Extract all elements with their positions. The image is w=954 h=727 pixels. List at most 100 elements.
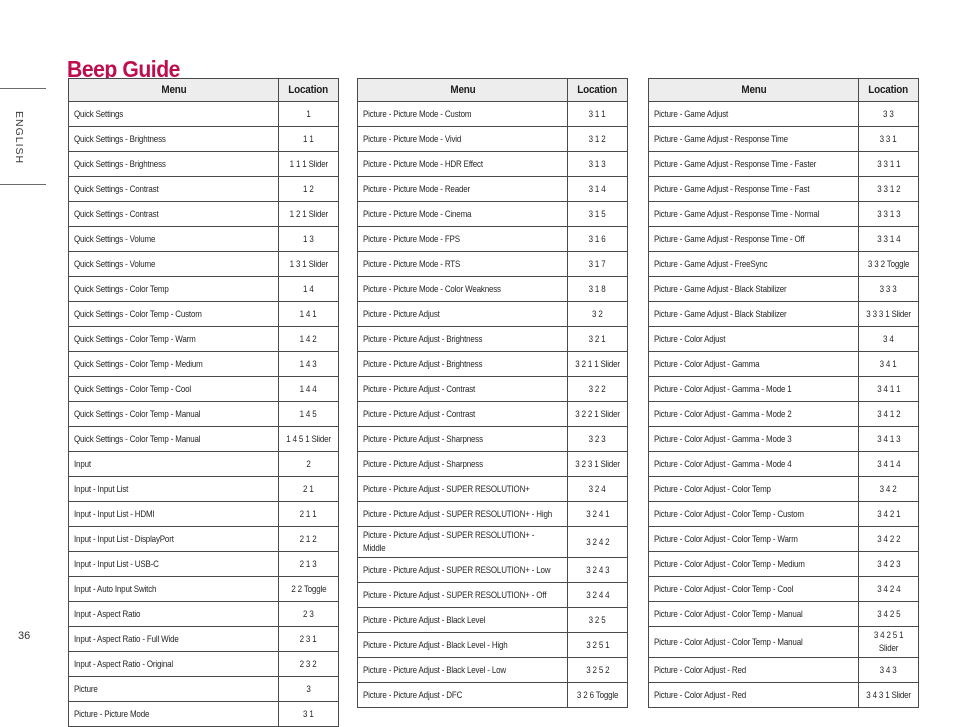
location-cell: 3 3 1 4 [858,226,919,252]
cell-text: Picture - Picture Adjust - Sharpness [363,433,483,445]
cell-text: 3 2 1 1 Slider [575,358,620,370]
location-cell: 3 4 [858,326,919,352]
cell-text: 3 4 1 1 [876,383,901,395]
cell-text: Picture - Color Adjust - Color Temp - Wa… [654,533,798,545]
location-cell: 1 4 5 [278,401,339,427]
cell-text: Picture - Color Adjust - Gamma [654,358,760,370]
table-row: Picture - Game Adjust - Response Time - … [648,226,919,252]
menu-item-cell: Quick Settings - Color Temp - Manual [68,401,279,427]
cell-text: Picture - Picture Adjust - SUPER RESOLUT… [363,483,530,495]
location-cell: 3 2 1 1 Slider [567,351,628,377]
cell-text: 1 4 1 [300,308,317,320]
cell-text: Picture - Picture Adjust - Contrast [363,408,476,420]
menu-item-cell: Picture - Picture Mode - Color Weakness [357,276,568,302]
menu-item-cell: Quick Settings - Color Temp - Warm [68,326,279,352]
header-text: Location [577,84,618,96]
cell-text: Picture - Color Adjust - Gamma - Mode 4 [654,458,792,470]
table-row: Quick Settings - Color Temp - Cool 1 4 4 [68,376,339,402]
table-row: Quick Settings - Color Temp - Manual 1 4 … [68,426,339,452]
cell-text: 3 2 4 [589,483,606,495]
menu-item-cell: Quick Settings - Color Temp - Cool [68,376,279,402]
table-row: Quick Settings - Volume 1 3 [68,226,339,252]
table-row: Picture - Picture Mode - RTS 3 1 7 [357,251,628,277]
menu-item-cell: Input - Input List [68,476,279,502]
cell-text: Picture - Color Adjust - Red [654,664,746,676]
margin-rule-bottom [0,184,46,185]
cell-text: 3 2 2 1 Slider [575,408,620,420]
cell-text: 3 2 1 [589,333,606,345]
menu-item-cell: Picture - Picture Mode - Reader [357,176,568,202]
location-cell: 3 4 2 3 [858,551,919,577]
cell-text: 3 3 1 2 [876,183,901,195]
table-row: Quick Settings - Color Temp - Warm 1 4 2 [68,326,339,352]
menu-item-cell: Input [68,451,279,477]
cell-text: Picture - Picture Adjust - SUPER RESOLUT… [363,508,552,520]
cell-text: 3 1 [303,708,314,720]
cell-text: 1 3 [303,233,314,245]
menu-item-cell: Input - Input List - USB-C [68,551,279,577]
table-row: Picture - Picture Mode - FPS 3 1 6 [357,226,628,252]
table-row: Picture - Game Adjust - FreeSync 3 3 2 To… [648,251,919,277]
cell-text: 3 4 3 1 Slider [866,689,911,701]
location-cell: 3 2 2 [567,376,628,402]
cell-text: Quick Settings - Color Temp [74,283,169,295]
table-row: Quick Settings 1 [68,101,339,127]
cell-text: Quick Settings - Brightness [74,133,166,145]
table-row: Picture - Color Adjust - Gamma 3 4 1 [648,351,919,377]
menu-item-cell: Picture - Picture Mode - Cinema [357,201,568,227]
margin-rule-top [0,88,46,89]
table-row: Input 2 [68,451,339,477]
menu-item-cell: Picture - Picture Mode - Custom [357,101,568,127]
menu-item-cell: Picture - Picture Mode - Vivid [357,126,568,152]
cell-text: Quick Settings - Color Temp - Custom [74,308,202,320]
table-row: Picture - Picture Adjust - SUPER RESOLUT… [357,501,628,527]
location-cell: 1 2 1 Slider [278,201,339,227]
cell-text: Picture - Picture Mode - RTS [363,258,461,270]
menu-item-cell: Picture - Picture Adjust - Black Level [357,607,568,633]
cell-text: Picture - Game Adjust - Response Time - … [654,233,805,245]
location-cell: 3 4 2 5 1 Slider [858,626,919,658]
cell-text: 3 2 5 [589,614,606,626]
table-row: Picture - Picture Mode - Reader 3 1 4 [357,176,628,202]
table-row: Input - Input List 2 1 [68,476,339,502]
location-cell: 3 1 4 [567,176,628,202]
cell-text: 3 2 3 [589,433,606,445]
menu-item-cell: Quick Settings - Contrast [68,176,279,202]
beep-guide-table-game-color-adjust: Menu Location Picture - Game Adjust 3 3 Pi… [648,78,919,708]
location-cell: 3 4 3 1 Slider [858,682,919,708]
cell-text: 3 1 3 [589,158,606,170]
location-cell: 3 2 2 1 Slider [567,401,628,427]
table-row: Picture - Picture Adjust 3 2 [357,301,628,327]
menu-item-cell: Picture - Color Adjust - Gamma - Mode 2 [648,401,859,427]
table-row: Picture - Picture Mode - Custom 3 1 1 [357,101,628,127]
cell-text: Quick Settings - Volume [74,233,156,245]
table-row: Picture - Picture Mode - Cinema 3 1 5 [357,201,628,227]
menu-item-cell: Quick Settings - Volume [68,251,279,277]
cell-text: 3 2 5 1 [585,639,610,651]
cell-text: 1 4 5 [300,408,317,420]
location-cell: 3 2 6 Toggle [567,682,628,708]
menu-item-cell: Input - Auto Input Switch [68,576,279,602]
cell-text: Picture - Picture Adjust - Brightness [363,358,483,370]
cell-text: Picture - Game Adjust - Response Time - … [654,158,817,170]
cell-text: Picture [74,683,98,695]
cell-text: Picture - Picture Mode - Cinema [363,208,472,220]
cell-text: 1 3 1 Slider [289,258,328,270]
table-row: Picture - Picture Mode - Vivid 3 1 2 [357,126,628,152]
menu-item-cell: Picture - Color Adjust - Color Temp - Cu… [648,501,859,527]
table-row: Picture - Picture Mode - Color Weakness 3… [357,276,628,302]
location-cell: 3 3 1 3 [858,201,919,227]
location-cell: 1 4 2 [278,326,339,352]
menu-item-cell: Picture - Picture Adjust - Black Level -… [357,632,568,658]
location-cell: 3 4 3 [858,657,919,683]
location-cell: 3 2 3 [567,426,628,452]
location-cell: 3 1 8 [567,276,628,302]
cell-text: Picture - Picture Adjust [363,308,440,320]
location-cell: 3 4 2 [858,476,919,502]
table-row: Input - Aspect Ratio - Full Wide 2 3 1 [68,626,339,652]
page-number: 36 [18,630,31,642]
location-cell: 3 4 2 1 [858,501,919,527]
cell-text: Picture - Picture Adjust - SUPER RESOLUT… [363,564,551,576]
location-cell: 3 2 1 [567,326,628,352]
location-cell: 3 3 3 1 Slider [858,301,919,327]
